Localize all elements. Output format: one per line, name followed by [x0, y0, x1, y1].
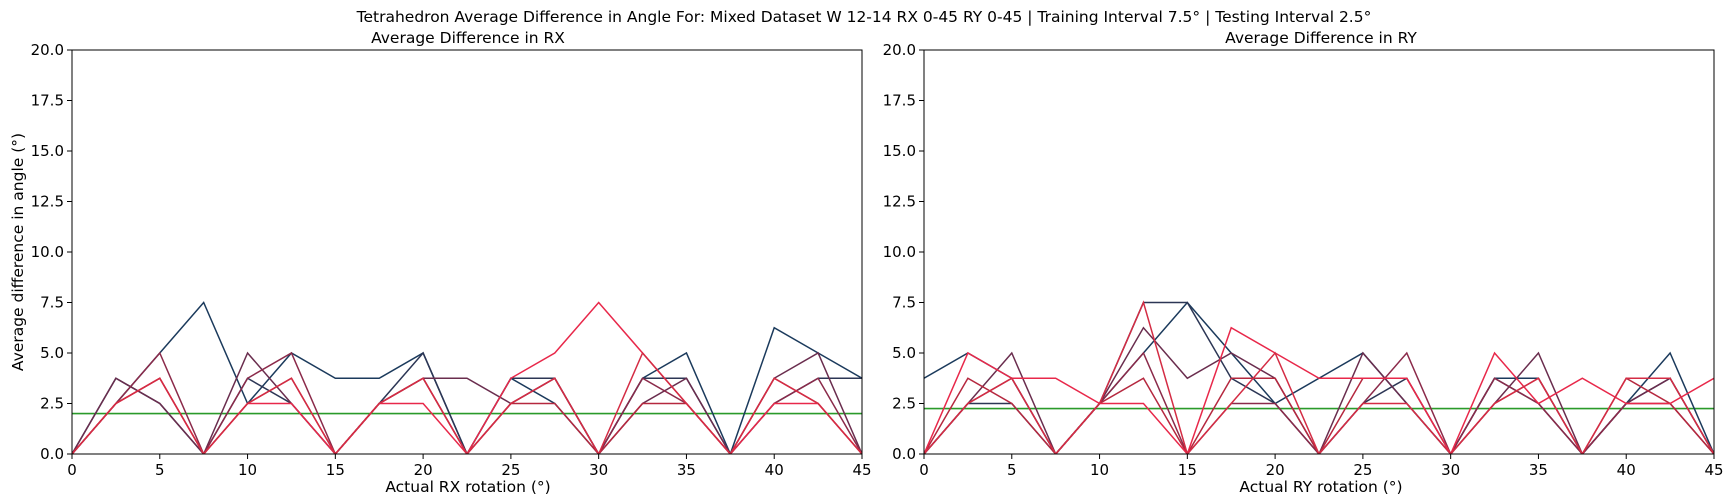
chart-rx: Average Difference in RX Actual RX rotat…	[9, 29, 872, 496]
rx-ytick-label: 2.5	[40, 395, 64, 413]
rx-ytick-label: 12.5	[31, 193, 64, 211]
chart-ry-xlabel: Actual RY rotation (°)	[1239, 478, 1402, 496]
rx-xtick-label: 5	[155, 461, 165, 479]
ry-xtick-label: 20	[1266, 461, 1285, 479]
chart-ry: Average Difference in RY Actual RY rotat…	[883, 29, 1724, 496]
rx-ytick-label: 15.0	[31, 142, 64, 160]
ry-xtick-label: 25	[1353, 461, 1372, 479]
rx-xtick-label: 10	[238, 461, 257, 479]
ry-series-line-5	[924, 377, 1714, 454]
ry-xtick-label: 45	[1704, 461, 1723, 479]
rx-ytick-label: 20.0	[31, 41, 64, 59]
ry-ytick-label: 15.0	[883, 142, 916, 160]
rx-xtick-label: 15	[326, 461, 345, 479]
rx-ytick-label: 5.0	[40, 344, 64, 362]
ry-xtick-label: 10	[1090, 461, 1109, 479]
ry-ytick-label: 7.5	[892, 294, 916, 312]
ry-xtick-label: 5	[1007, 461, 1017, 479]
ry-series-line-3	[924, 326, 1714, 454]
rx-ytick-label: 17.5	[31, 92, 64, 110]
ry-series-line-6	[924, 326, 1714, 454]
rx-ytick-label: 7.5	[40, 294, 64, 312]
rx-xtick-label: 35	[677, 461, 696, 479]
chart-ry-title: Average Difference in RY	[1225, 29, 1417, 47]
figure-suptitle: Tetrahedron Average Difference in Angle …	[356, 8, 1372, 26]
rx-xtick-label: 45	[852, 461, 871, 479]
ry-axes-frame	[923, 49, 1715, 455]
ry-ytick-label: 12.5	[883, 193, 916, 211]
ry-xtick-label: 0	[919, 461, 929, 479]
rx-xtick-label: 20	[414, 461, 433, 479]
ry-ytick-label: 2.5	[892, 395, 916, 413]
ry-ytick-label: 0.0	[892, 445, 916, 463]
rx-xtick-label: 40	[765, 461, 784, 479]
ry-xtick-label: 30	[1441, 461, 1460, 479]
rx-ytick-label: 10.0	[31, 243, 64, 261]
rx-xtick-label: 0	[67, 461, 77, 479]
chart-rx-title: Average Difference in RX	[371, 29, 565, 47]
chart-rx-xlabel: Actual RX rotation (°)	[385, 478, 550, 496]
rx-ytick-label: 0.0	[40, 445, 64, 463]
rx-xtick-label: 25	[501, 461, 520, 479]
ry-xtick-label: 40	[1617, 461, 1636, 479]
ry-ytick-label: 17.5	[883, 92, 916, 110]
ry-xtick-label: 35	[1529, 461, 1548, 479]
ry-ytick-label: 10.0	[883, 243, 916, 261]
ry-ytick-label: 5.0	[892, 344, 916, 362]
ry-xtick-label: 15	[1178, 461, 1197, 479]
rx-axes-frame	[71, 49, 863, 455]
ry-ytick-label: 20.0	[883, 41, 916, 59]
rx-xtick-label: 30	[589, 461, 608, 479]
chart-rx-ylabel: Average difference in angle (°)	[9, 133, 27, 371]
rx-series-line-3	[72, 351, 862, 454]
rx-series-line-1	[72, 301, 862, 454]
